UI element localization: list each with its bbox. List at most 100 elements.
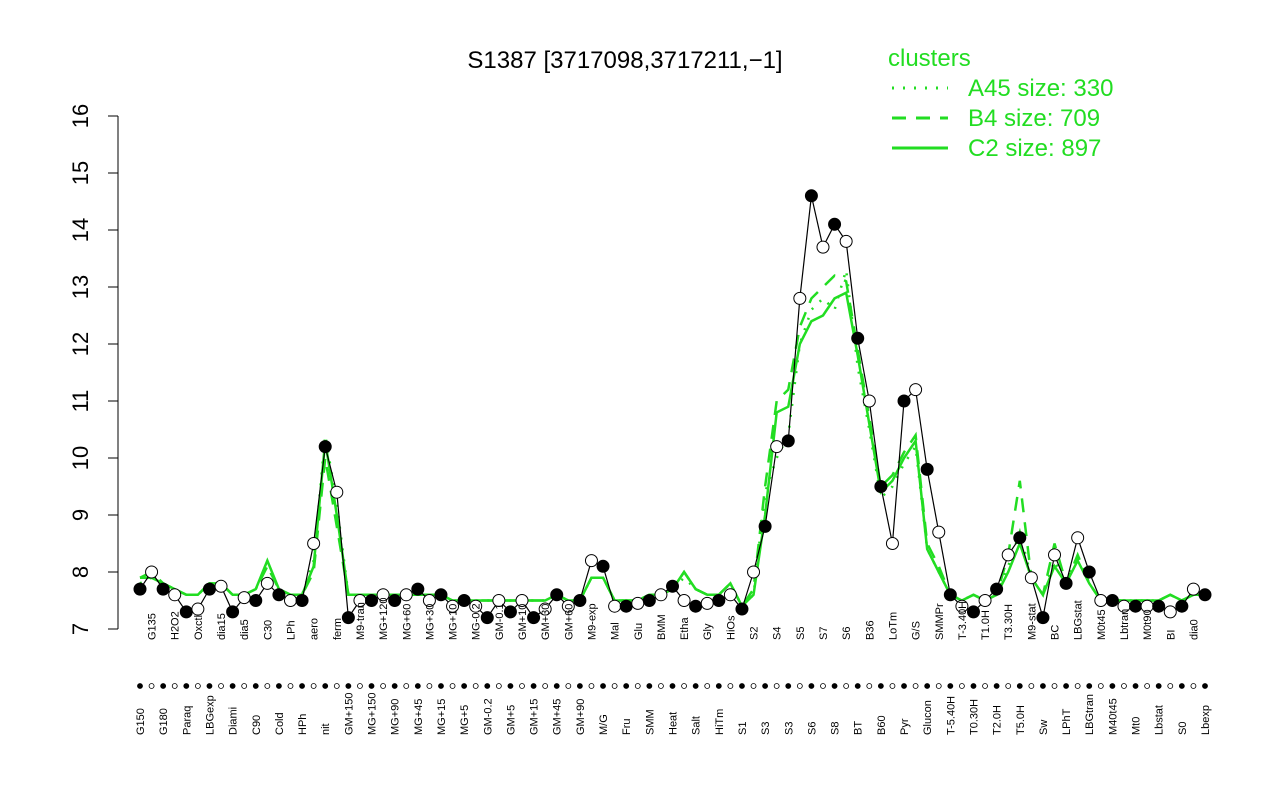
x-tick-label: T-3.40H xyxy=(957,601,969,640)
rug-mark xyxy=(773,683,780,689)
x-tick-label: LBGtran xyxy=(1084,694,1096,735)
point xyxy=(1129,599,1143,613)
rug-mark xyxy=(1167,683,1174,689)
x-tick-label: MG+5 xyxy=(459,705,471,735)
rug-mark xyxy=(276,683,282,689)
point xyxy=(723,588,737,602)
rug-mark xyxy=(576,683,583,689)
rug-mark xyxy=(229,683,236,689)
x-tick-label: M9-exp xyxy=(586,603,598,640)
x-tick-label: T3.30H xyxy=(1003,604,1015,640)
x-tick-label: G180 xyxy=(158,708,170,735)
point xyxy=(156,582,170,596)
x-tick-label: Glucon xyxy=(922,700,934,735)
point xyxy=(654,588,668,602)
point xyxy=(1001,548,1015,562)
rug-mark xyxy=(1005,683,1012,689)
point xyxy=(920,462,934,476)
point xyxy=(492,594,506,607)
y-tick-label: 14 xyxy=(68,218,93,242)
point xyxy=(897,394,911,408)
rug-mark xyxy=(495,683,502,689)
rug-mark xyxy=(438,683,444,689)
x-tick-label: BMM xyxy=(656,614,668,640)
x-tick-label: SMM xyxy=(644,709,656,735)
x-tick-label: BC xyxy=(1050,625,1062,640)
rug-mark xyxy=(889,683,896,689)
point xyxy=(1105,594,1119,607)
rug-mark xyxy=(924,683,931,689)
rug-mark xyxy=(762,683,769,689)
rug-mark xyxy=(796,683,803,689)
x-tick-label: GM+30 xyxy=(540,604,552,640)
x-tick-label: M9-stat xyxy=(1026,603,1038,640)
rug-mark xyxy=(183,683,190,689)
rug-mark xyxy=(1074,683,1081,689)
x-tick-label: M9-tran xyxy=(355,602,367,640)
x-tick-label: S4 xyxy=(772,627,784,640)
x-tick-label: dia0 xyxy=(1188,619,1200,640)
y-tick-label: 13 xyxy=(68,275,93,299)
x-tick-label: MG+10 xyxy=(448,604,460,640)
rug-mark xyxy=(600,683,606,689)
x-tick-label: T5.0H xyxy=(1015,705,1027,735)
point xyxy=(608,599,622,613)
x-tick-label: LPhT xyxy=(1061,708,1073,735)
point xyxy=(584,554,598,568)
x-tick-label: MG+90 xyxy=(390,699,402,735)
rug-mark xyxy=(750,683,757,689)
point xyxy=(990,582,1004,596)
point xyxy=(214,579,228,593)
point xyxy=(1071,531,1085,545)
x-tick-label: Salt xyxy=(691,716,703,735)
point xyxy=(515,594,529,607)
x-tick-label: T2.0H xyxy=(992,705,1004,735)
point xyxy=(909,383,923,397)
x-tick-label: G150 xyxy=(135,708,147,735)
rug-mark xyxy=(322,683,329,689)
point xyxy=(249,594,263,607)
x-tick-label: GM+15 xyxy=(529,699,541,735)
rug-mark xyxy=(194,683,201,689)
point xyxy=(469,599,483,613)
rug-mark xyxy=(426,683,433,689)
point xyxy=(943,588,957,602)
x-tick-label: Oxctl xyxy=(193,615,205,640)
point xyxy=(446,599,460,613)
x-tick-label: MG+120 xyxy=(378,598,390,641)
rug-mark xyxy=(553,683,560,689)
point xyxy=(828,217,842,231)
x-tick-label: Paraq xyxy=(181,706,193,735)
point xyxy=(1048,548,1062,562)
point xyxy=(1198,588,1212,602)
legend-label: B4 size: 709 xyxy=(968,105,1100,132)
chart-title: S1387 [3717098,3717211,−1] xyxy=(467,47,782,74)
point xyxy=(1059,576,1073,590)
x-tick-label: LBGstat xyxy=(1073,600,1085,640)
rug-mark xyxy=(565,683,572,689)
point xyxy=(700,596,714,610)
rug-mark xyxy=(171,683,178,689)
x-tick-label: T1.0H xyxy=(980,610,992,640)
rug-mark xyxy=(391,683,398,689)
point xyxy=(747,565,761,579)
point xyxy=(573,594,587,607)
rug-mark xyxy=(1109,683,1116,689)
point xyxy=(596,559,610,573)
rug-mark xyxy=(414,683,421,689)
x-tick-label: G135 xyxy=(147,613,159,640)
x-tick-label: C90 xyxy=(251,715,263,735)
point xyxy=(422,594,436,607)
point xyxy=(955,599,969,613)
x-tick-label: C30 xyxy=(262,620,274,640)
rug-mark xyxy=(507,683,514,689)
point xyxy=(550,588,564,602)
x-tick-label: S0 xyxy=(1177,722,1189,735)
x-tick-label: GM+90 xyxy=(575,699,587,735)
point xyxy=(202,582,216,596)
rug-mark xyxy=(959,683,965,689)
rug-mark xyxy=(866,683,873,689)
rug-mark xyxy=(681,683,687,689)
rug-mark xyxy=(727,683,734,689)
rug-mark xyxy=(669,683,676,689)
